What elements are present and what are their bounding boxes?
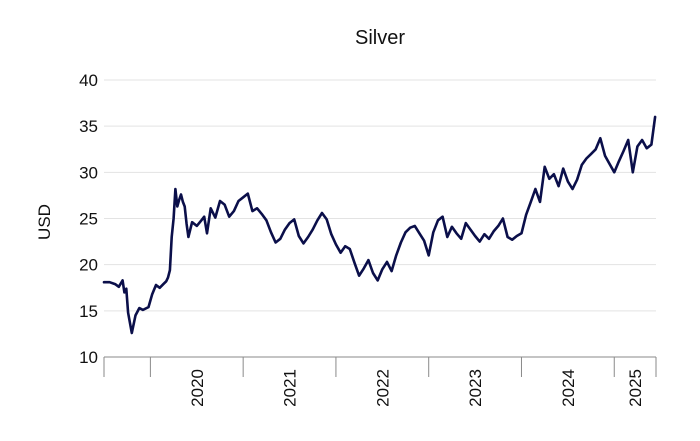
y-axis-label: USD (35, 204, 54, 240)
x-tick-label: 2023 (466, 369, 485, 407)
y-tick-label: 20 (79, 256, 98, 275)
y-tick-label: 15 (79, 302, 98, 321)
x-tick-label: 2022 (373, 369, 392, 407)
x-tick-label: 2025 (626, 369, 645, 407)
y-tick-label: 10 (79, 348, 98, 367)
chart-title: Silver (355, 27, 405, 49)
y-tick-label: 25 (79, 210, 98, 229)
y-tick-label: 30 (79, 163, 98, 182)
y-tick-label: 40 (79, 71, 98, 90)
gridlines (104, 79, 656, 312)
x-tick-labels: 2020 2021 2022 2023 2024 2025 (188, 369, 645, 407)
y-tick-label: 35 (79, 117, 98, 136)
axes (103, 356, 657, 377)
x-tick-label: 2020 (188, 369, 207, 407)
x-tick-label: 2024 (559, 369, 578, 407)
y-tick-labels: 10 15 20 25 30 35 40 (79, 71, 98, 367)
x-tick-label: 2021 (281, 369, 300, 407)
series-layer (102, 115, 657, 335)
series-line-0 (102, 115, 657, 335)
